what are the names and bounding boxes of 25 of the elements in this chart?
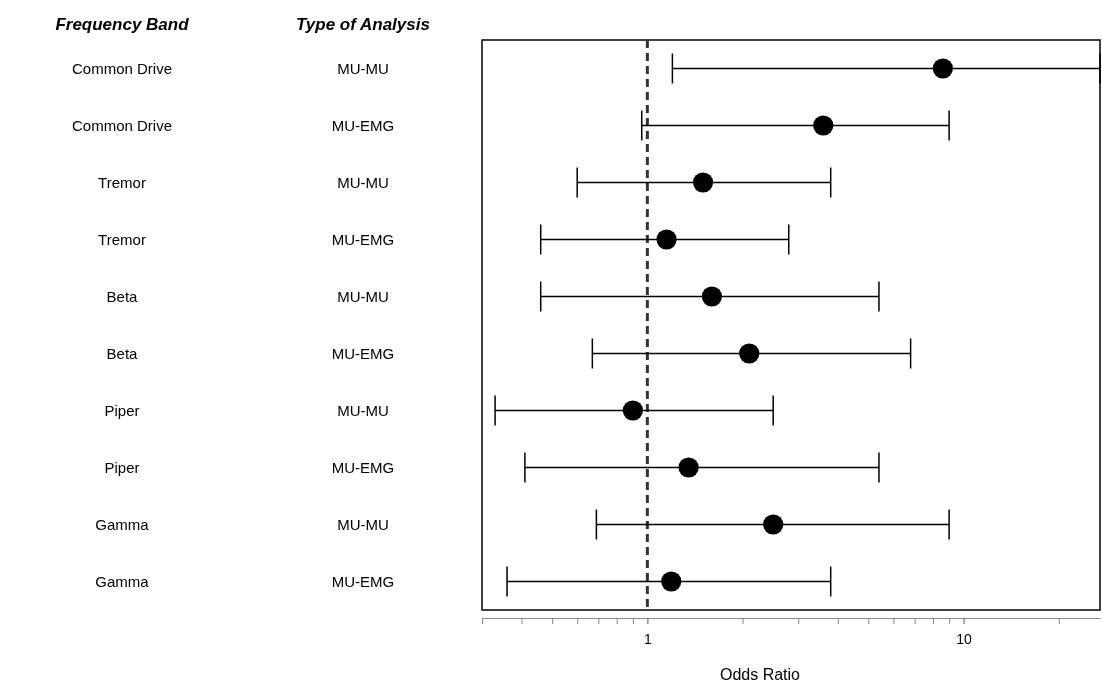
y-tick-label: MU-MU xyxy=(337,515,389,533)
y2-tick-label: Common Drive xyxy=(71,59,173,77)
y2-tick-label: Tremor xyxy=(98,173,146,191)
text: Frequency Band xyxy=(55,15,190,34)
y-tick-label: MU-MU xyxy=(337,287,389,305)
y2-tick-label: Gamma xyxy=(95,572,150,590)
x-tick-label: 10 xyxy=(956,630,973,647)
y-tick-label: MU-EMG xyxy=(331,344,395,362)
y2-tick-label: Gamma xyxy=(95,515,150,533)
y-tick-label: MU-MU xyxy=(337,173,389,191)
y-tick-label: MU-MU xyxy=(337,59,389,77)
x-axis-title: Odds Ratio xyxy=(719,666,801,683)
y-tick-label: MU-EMG xyxy=(331,230,395,248)
y2-tick-label: Beta xyxy=(106,344,139,362)
x-tick-label: 1 xyxy=(643,630,652,647)
y2-tick-label: Piper xyxy=(104,401,140,419)
y-tick-label: MU-EMG xyxy=(331,458,395,476)
y-tick-label: MU-EMG xyxy=(331,572,395,590)
y2-tick-label: Piper xyxy=(104,458,140,476)
y2-tick-label: Common Drive xyxy=(71,116,173,134)
y-tick-label: MU-EMG xyxy=(331,116,395,134)
y-tick-label: MU-MU xyxy=(337,401,389,419)
y2-tick-label: Tremor xyxy=(98,230,146,248)
y2-tick-label: Beta xyxy=(106,287,139,305)
text: Type of Analysis xyxy=(296,15,430,34)
